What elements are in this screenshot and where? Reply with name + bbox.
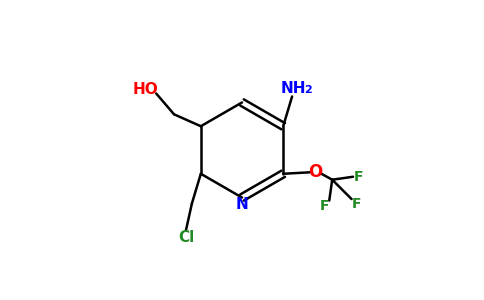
Text: O: O — [308, 163, 322, 181]
Text: Cl: Cl — [178, 230, 194, 245]
Text: F: F — [354, 170, 363, 184]
Text: HO: HO — [133, 82, 159, 98]
Text: N: N — [236, 197, 248, 212]
Text: NH: NH — [281, 81, 306, 96]
Text: F: F — [320, 199, 330, 213]
Text: F: F — [352, 196, 362, 211]
Text: 2: 2 — [304, 85, 312, 95]
